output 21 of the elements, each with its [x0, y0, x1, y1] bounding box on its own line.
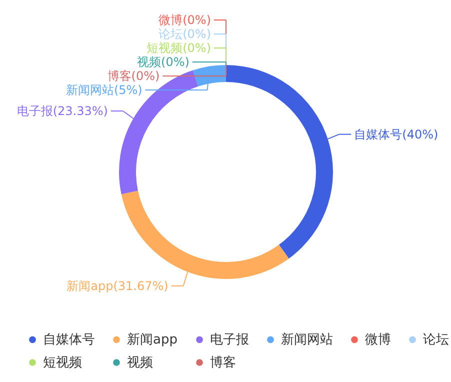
donut-slice — [226, 65, 333, 259]
donut-slice — [121, 190, 289, 279]
category-label: 自媒体号(40%) — [354, 127, 438, 142]
category-label: 微博(0%) — [158, 13, 211, 27]
legend-label: 博客 — [210, 354, 236, 370]
legend-label: 电子报 — [210, 332, 249, 348]
category-label: 论坛(0%) — [158, 27, 211, 41]
legend-label: 新闻网站 — [281, 332, 333, 348]
legend-label: 短视频 — [43, 356, 82, 370]
category-label: 短视频(0%) — [146, 41, 211, 55]
category-label: 新闻网站(5%) — [66, 83, 142, 97]
donut-slice — [192, 65, 226, 86]
category-label: 视频(0%) — [137, 55, 190, 69]
legend-label: 视频 — [127, 356, 153, 370]
category-label: 博客(0%) — [107, 69, 160, 83]
legend-label: 论坛 — [423, 332, 449, 348]
legend-label: 新闻app — [127, 332, 178, 348]
legend-label: 微博 — [365, 332, 391, 348]
category-label: 电子报(23.33%) — [16, 104, 108, 118]
category-label: 新闻app(31.67%) — [66, 278, 168, 293]
legend-label: 自媒体号 — [43, 332, 95, 348]
